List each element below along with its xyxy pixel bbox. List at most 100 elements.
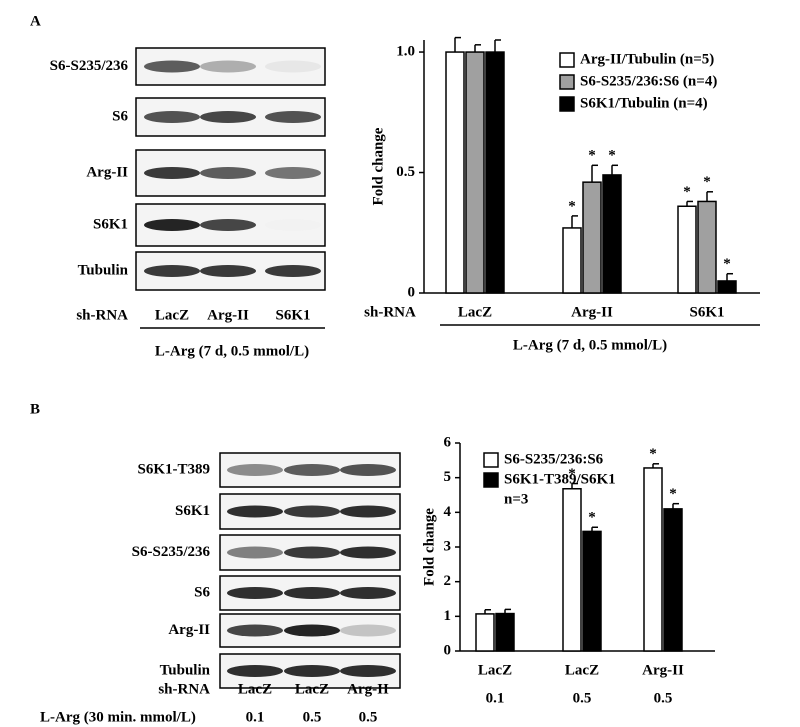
y-tick-label: 5	[444, 469, 452, 485]
y-tick-label: 0.5	[396, 164, 415, 180]
blot-band	[265, 219, 321, 231]
blot-row-label: S6K1	[93, 216, 128, 232]
legend-label: S6-S235/236:S6	[504, 451, 604, 467]
y-tick-label: 3	[444, 538, 452, 554]
y-tick-label: 2	[444, 573, 452, 589]
significance-mark: *	[568, 198, 576, 214]
bar	[663, 508, 683, 652]
bar	[495, 612, 515, 652]
significance-mark: *	[703, 174, 711, 190]
x-tick-label: S6K1	[689, 304, 724, 320]
blot-band	[227, 505, 283, 518]
x-tick-label: Arg-II	[642, 662, 684, 678]
blot-band	[284, 624, 340, 637]
blot-band	[200, 265, 256, 277]
blot-band	[340, 546, 396, 559]
lane-label: LacZ	[238, 681, 272, 697]
lanes-label: sh-RNA	[158, 681, 210, 697]
blot-band	[284, 546, 340, 559]
x-tick-label: Arg-II	[571, 304, 613, 320]
lane-label: S6K1	[275, 307, 310, 323]
blot-band	[284, 665, 340, 677]
x-tick-label: LacZ	[478, 662, 512, 678]
blot-band	[340, 587, 396, 599]
lane-label: LacZ	[295, 681, 329, 697]
blot-band	[227, 546, 283, 559]
blot-band	[340, 464, 396, 476]
bar	[475, 613, 495, 652]
blot-row-label: S6-S235/236	[132, 544, 211, 560]
x-tick-label: LacZ	[458, 304, 492, 320]
treatment-value: 0.5	[303, 709, 322, 725]
blot-band	[265, 265, 321, 277]
bar	[445, 51, 465, 294]
bar	[465, 51, 485, 294]
significance-mark: *	[723, 256, 731, 272]
blot-band	[200, 60, 256, 73]
blot-row-label: Tubulin	[78, 262, 129, 278]
blot-band	[227, 665, 283, 677]
legend-label: Arg-II/Tubulin (n=5)	[580, 51, 714, 67]
blot-band	[227, 587, 283, 599]
legend-swatch	[483, 472, 499, 488]
panel-letter: A	[30, 13, 41, 29]
bar	[485, 51, 505, 294]
blot-row-label: S6	[112, 108, 128, 124]
treatment-value: 0.1	[246, 709, 265, 725]
bar	[582, 530, 602, 652]
blot-band	[340, 505, 396, 518]
y-tick-label: 1	[444, 608, 452, 624]
blot-band	[284, 587, 340, 599]
y-tick-label: 4	[444, 504, 452, 520]
blot-band	[284, 464, 340, 476]
bar	[582, 181, 602, 294]
x-tick-label-2: 0.5	[573, 690, 592, 706]
x-row-label: sh-RNA	[364, 304, 416, 320]
blot-row-label: Arg-II	[168, 622, 210, 638]
blot-row-label: S6K1	[175, 503, 210, 519]
blot-band	[200, 167, 256, 179]
blot-row-label: S6	[194, 584, 210, 600]
blot-band	[265, 167, 321, 179]
lanes-label: sh-RNA	[76, 307, 128, 323]
bar	[717, 280, 737, 294]
blot-row-label: Tubulin	[160, 662, 211, 678]
x-tick-label: LacZ	[565, 662, 599, 678]
significance-mark: *	[588, 510, 596, 526]
significance-mark: *	[608, 148, 616, 164]
blot-band	[144, 167, 200, 179]
lane-label: LacZ	[155, 307, 189, 323]
blot-row-label: Arg-II	[86, 164, 128, 180]
legend-swatch	[559, 52, 575, 68]
y-tick-label: 0	[408, 284, 416, 300]
blot-band	[200, 111, 256, 123]
bar	[602, 174, 622, 294]
bar	[562, 227, 582, 294]
treatment-label: L-Arg (7 d, 0.5 mmol/L)	[513, 337, 667, 353]
blot-row-label: S6-S235/236	[50, 58, 129, 74]
lane-label: Arg-II	[347, 681, 389, 697]
y-tick-label: 0	[444, 642, 452, 658]
bar	[562, 488, 582, 652]
blot-band	[265, 60, 321, 73]
blot-band	[340, 665, 396, 677]
panel-letter: B	[30, 401, 40, 417]
y-axis-label: Fold change	[370, 127, 386, 205]
x-tick-label-2: 0.5	[654, 690, 673, 706]
significance-mark: *	[669, 486, 677, 502]
legend-swatch	[559, 96, 575, 112]
blot-band	[340, 624, 396, 637]
x-tick-label-2: 0.1	[486, 690, 505, 706]
legend-label: S6K1-T389/S6K1	[504, 471, 616, 487]
blot-band	[227, 624, 283, 637]
bar	[697, 200, 717, 294]
bar	[677, 205, 697, 294]
treatment-label: L-Arg (7 d, 0.5 mmol/L)	[155, 343, 309, 359]
blot-band	[227, 464, 283, 476]
y-tick-label: 1.0	[396, 43, 415, 59]
treatment-value: 0.5	[359, 709, 378, 725]
blot-band	[144, 60, 200, 73]
blot-band	[265, 111, 321, 123]
